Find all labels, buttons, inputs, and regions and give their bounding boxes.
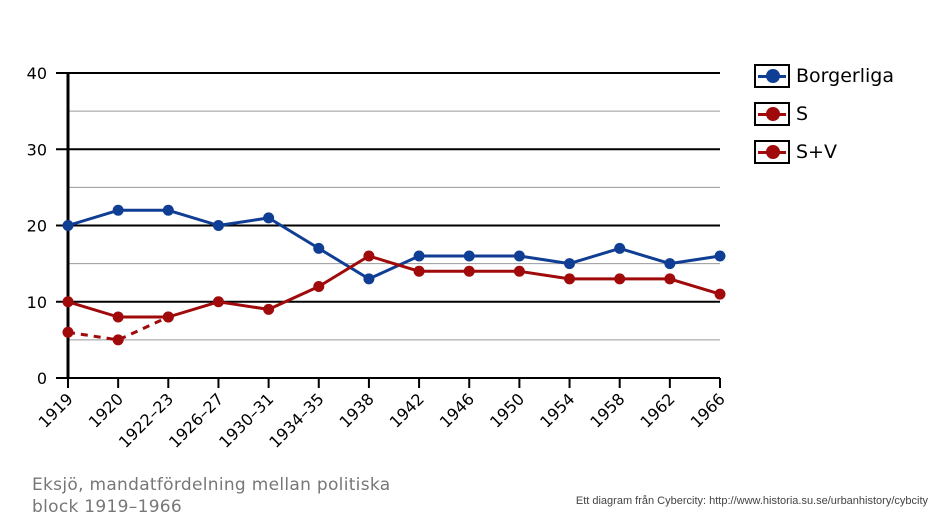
legend-swatch-borgerliga — [754, 64, 790, 88]
data-point — [413, 250, 425, 262]
data-point — [714, 288, 726, 300]
x-tick-label: 1934–35 — [265, 389, 327, 451]
data-point — [62, 326, 74, 338]
series-line — [67, 254, 721, 319]
legend-swatch-s — [754, 102, 790, 126]
data-point — [664, 273, 676, 285]
data-point — [614, 242, 626, 254]
chart-caption: Eksjö, mandatfördelning mellan politiska… — [32, 474, 452, 518]
series-s-v — [62, 250, 726, 323]
legend-label: Borgerliga — [796, 65, 894, 87]
data-point — [162, 204, 174, 216]
data-point — [564, 258, 576, 270]
y-tick-label: 20 — [27, 217, 47, 236]
data-point — [513, 265, 525, 277]
data-point — [212, 296, 224, 308]
series-lines — [62, 204, 726, 346]
x-tick-label: 1962 — [636, 389, 678, 431]
x-tick-label: 1946 — [436, 389, 478, 431]
data-point — [564, 273, 576, 285]
caption-line-1: Eksjö, mandatfördelning mellan politiska — [32, 475, 391, 495]
data-point — [664, 258, 676, 270]
data-point — [363, 250, 375, 262]
data-point — [513, 250, 525, 262]
data-point — [62, 220, 74, 231]
data-point — [463, 265, 475, 277]
x-tick-label: 1966 — [687, 389, 729, 431]
y-tick-label: 30 — [27, 140, 47, 159]
data-point — [714, 250, 726, 262]
credit-text: Ett diagram från Cybercity: http://www.h… — [575, 495, 928, 507]
data-point — [363, 273, 375, 285]
x-tick-label: 1942 — [386, 389, 428, 431]
data-point — [463, 250, 475, 262]
data-point — [162, 311, 174, 323]
x-tick-label: 1954 — [536, 389, 578, 431]
series-line — [67, 315, 169, 342]
y-tick-label: 10 — [27, 293, 47, 312]
legend-swatch-s-v — [754, 140, 790, 164]
series-borgerliga — [62, 204, 726, 285]
data-point — [614, 273, 626, 285]
data-point — [112, 204, 124, 216]
x-tick-label: 1958 — [586, 389, 628, 431]
x-tick-label: 1920 — [85, 389, 127, 431]
x-tick-label: 1919 — [35, 389, 77, 431]
data-point — [313, 242, 325, 254]
data-point — [413, 265, 425, 277]
legend-label: S — [796, 103, 809, 125]
data-point — [313, 281, 325, 292]
data-point — [212, 220, 224, 231]
data-point — [112, 334, 124, 346]
caption-line-2: block 1919–1966 — [32, 497, 183, 517]
data-point — [263, 212, 275, 224]
data-point — [263, 303, 275, 315]
data-point — [112, 311, 124, 323]
gridlines — [68, 72, 720, 341]
data-point — [62, 296, 74, 308]
y-axis-ticks: 0 10 20 30 40 — [27, 64, 68, 388]
y-tick-label: 40 — [27, 64, 47, 83]
legend-label: S+V — [796, 141, 837, 163]
x-tick-label: 1950 — [486, 389, 528, 431]
y-tick-label: 0 — [37, 369, 47, 388]
series-line — [67, 208, 721, 281]
x-tick-label: 1938 — [336, 389, 378, 431]
